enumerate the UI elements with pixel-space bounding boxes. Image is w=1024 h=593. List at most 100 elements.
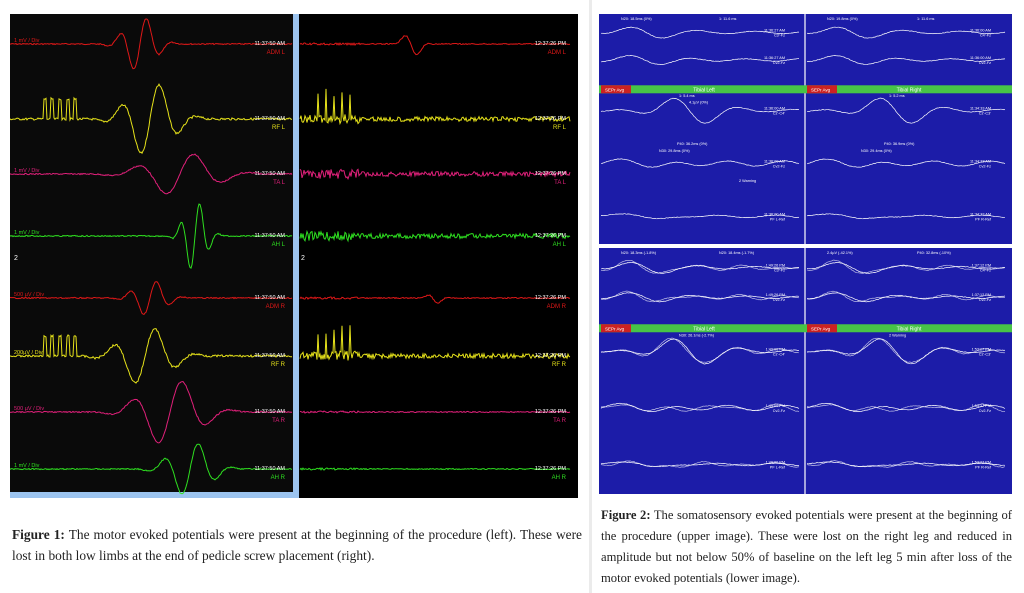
sep-marker-3: 2.4µV (-42.1%)	[827, 251, 853, 255]
sep-channel-l-5: PF L-Ref	[770, 465, 786, 469]
sep-channel-l-1: C3'-Fz	[774, 269, 785, 273]
sep-channel-l-3: Cz'-C4'	[773, 112, 785, 116]
mep-right-label-8: AH R	[552, 475, 567, 481]
mep-right-label-2: RF L	[553, 125, 567, 131]
mep-left-trace-4	[10, 203, 293, 269]
mep-right-trace-8	[299, 467, 571, 471]
mep-left-trace-3	[10, 153, 293, 195]
mep-right-label-5: ADM R	[547, 304, 567, 310]
mep-right-trace-5	[299, 294, 571, 304]
mep-left-scale-6: 200µV / Div	[14, 350, 43, 356]
sep-channel-l-1: C3'-Fz	[774, 33, 785, 37]
sep-tab-left[interactable]	[601, 324, 631, 333]
mep-left-scale-5: 500 µV / Div	[14, 292, 44, 298]
sep-trace-l-4	[600, 158, 800, 168]
mep-left-label-1: ADM L	[267, 50, 286, 56]
sep-time-l-1: 1:49:26 PM	[766, 264, 785, 268]
figure2-caption-label: Figure 2:	[601, 508, 651, 522]
sep-trace-r-1	[806, 261, 1006, 274]
sep-tab-left[interactable]	[601, 85, 631, 94]
mep-left-trace-7	[10, 380, 293, 444]
mep-left-time-6: 11:37:50 AM	[255, 353, 286, 359]
sep-marker-8: P40: 36.9ms (0%)	[884, 142, 915, 146]
mep-left-time-7: 11:37:50 AM	[255, 409, 286, 415]
sep-trace-r-3	[807, 97, 1006, 124]
sep-header-right: Tibial Right	[897, 87, 922, 93]
sep-time-r-2: 11:36:00 AM	[970, 56, 991, 60]
mep-left-label-7: TA R	[272, 418, 286, 424]
mep-left-label-4: AH L	[272, 242, 286, 248]
sep-time-r-5: 11:34:33 AM	[970, 212, 991, 216]
sep-header-left: Tibial Left	[693, 87, 715, 93]
sep-trace-l-3	[600, 97, 799, 124]
sep-time-l-5: 1:49:00 PM	[766, 460, 785, 464]
sep-trace-r-1	[806, 259, 1006, 274]
sep-trace-l-1	[600, 26, 800, 39]
sep-marker-6: 2 Warning	[889, 334, 906, 338]
sep-tab-left-label: SEPr Avg	[605, 87, 625, 92]
sep-time-l-5: 11:36:00 AM	[764, 212, 785, 216]
sep-time-l-3: 11:36:00 AM	[764, 107, 785, 111]
mep-left-scale-1: 1 mV / Div	[14, 38, 40, 44]
sep-trace-r-5	[806, 213, 1005, 220]
sep-time-r-3: 11:34:33 AM	[970, 107, 991, 111]
sep-tab-right[interactable]	[807, 85, 837, 94]
sep-marker-2: N20: 18.4ms (-1.7%)	[719, 251, 755, 255]
sep-tab-left-label: SEPr Avg	[605, 326, 625, 331]
figure2-caption: Figure 2: The somatosensory evoked poten…	[601, 505, 1012, 589]
sep-marker-5: 1: 5.4 ms	[679, 94, 695, 98]
mep-left-time-8: 11:37:50 AM	[255, 466, 286, 472]
sep-trace-l-5	[600, 460, 800, 468]
sep-time-r-5: 1:53:27 PM	[972, 460, 991, 464]
mep-right-label-6: RF R	[552, 362, 567, 368]
sep-channel-r-1: C4'-Fz	[980, 269, 991, 273]
sep-trace-r-1	[806, 26, 1006, 39]
sep-trace-r-2	[806, 290, 1006, 303]
mep-left-time-3: 11:37:50 AM	[255, 171, 286, 177]
sep-marker-5: N30: 26.1ms (-2.7%)	[679, 334, 715, 338]
sep-time-r-3: 1:53:27 PM	[972, 347, 991, 351]
figure1-caption-text: The motor evoked potentials were present…	[12, 527, 582, 563]
mep-right-time-5: 12:37:26 PM	[535, 295, 567, 301]
mep-left-trace-8	[10, 443, 293, 495]
sep-time-r-1: 11:36:00 AM	[970, 28, 991, 32]
mep-right-label-1: ADM L	[548, 50, 567, 56]
mep-left-time-2: 11:37:50 AM	[255, 116, 286, 122]
sep-trace-r-3	[806, 337, 1006, 363]
sep-channel-l-2: Cv2-Fz	[773, 298, 785, 302]
mep-right-label-3: TA L	[554, 180, 567, 186]
mep-left-scale-3: 1 mV / Div	[14, 168, 40, 174]
sep-marker-2: 1: 11.6 ms	[719, 17, 737, 21]
sep-time-l-3: 1:49:00 PM	[766, 347, 785, 351]
mep-left-label-8: AH R	[271, 475, 286, 481]
sep-channel-r-1: C4'-Fz	[980, 33, 991, 37]
sep-header-left: Tibial Left	[693, 326, 715, 332]
sep-marker-6: 1: 5.2 ms	[889, 94, 905, 98]
mep-right-time-4: 12:37:26 PM	[535, 233, 567, 239]
mep-right-time-7: 12:37:26 PM	[535, 409, 567, 415]
mep-left-label-6: RF R	[271, 362, 286, 368]
sep-tab-right[interactable]	[807, 324, 837, 333]
figure1-mep-image: 1 mV / Div 11:37:50 AM ADM L 11:37:50 AM RF …	[10, 14, 578, 498]
mep-right-time-1: 12:37:26 PM	[535, 41, 567, 47]
sep-channel-r-4: Cv2-Fz	[979, 165, 991, 169]
mep-right-time-3: 12:37:26 PM	[535, 171, 567, 177]
sep-channel-r-5: PF R-Ref	[975, 217, 992, 221]
sep-channel-l-4: Cv2-Fz	[773, 409, 785, 413]
mep-left-label-2: RF L	[272, 125, 286, 131]
mep-right-label-4: AH L	[553, 242, 567, 248]
sep-header-right: Tibial Right	[897, 326, 922, 332]
mep-left-scale-8: 1 mV / Div	[14, 463, 40, 469]
sep-channel-r-3: Cz'-C3'	[979, 112, 991, 116]
mep-right-trace-4	[299, 229, 571, 243]
figure1-caption: Figure 1: The motor evoked potentials we…	[12, 524, 582, 566]
mep-right-trace-2	[299, 88, 571, 126]
sep-trace-r-4	[806, 403, 1006, 413]
sep-time-l-2: 1:49:26 PM	[766, 293, 785, 297]
sep-marker-4: P40: 32.8ms (-10%)	[917, 251, 951, 255]
figure1-caption-label: Figure 1:	[12, 527, 65, 542]
sep-trace-r-5	[806, 460, 1005, 468]
sep-time-l-4: 1:49:00 PM	[766, 404, 785, 408]
mep-right-trace-7	[299, 410, 571, 414]
sep-time-l-4: 11:36:00 AM	[764, 160, 785, 164]
